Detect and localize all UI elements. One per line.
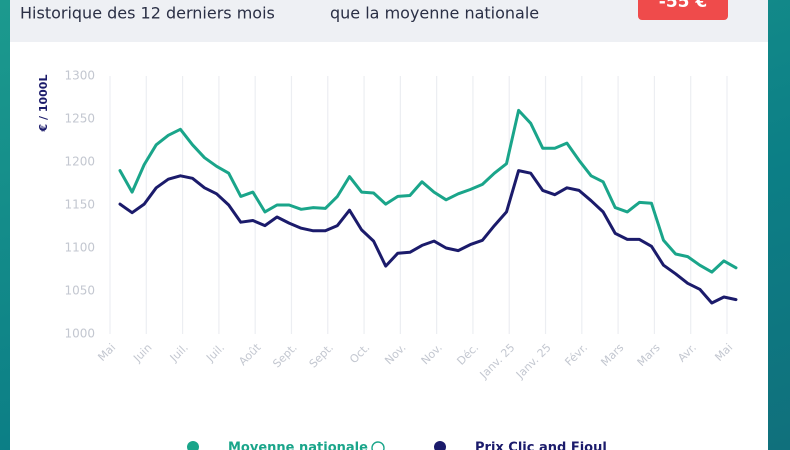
- series-line: [118, 108, 738, 274]
- info-icon[interactable]: [371, 441, 385, 450]
- legend-marker: [434, 441, 446, 450]
- legend: Moyenne nationale Prix Clic and Fioul: [187, 441, 607, 450]
- legend-label: Moyenne nationale: [228, 441, 368, 450]
- badge-text: -55 €: [659, 0, 707, 12]
- y-tick-label: 1250: [64, 112, 95, 126]
- subtitle: Historique des 12 derniers mois: [20, 4, 275, 23]
- badge: [638, 0, 728, 20]
- y-tick-label: 1000: [64, 327, 95, 341]
- y-tick-label: 1100: [64, 241, 95, 255]
- y-tick-label: 1050: [64, 284, 95, 298]
- y-tick-label: 1200: [64, 155, 95, 169]
- y-tick-label: 1150: [64, 198, 95, 212]
- series-line: [118, 169, 738, 305]
- comparison-text: que la moyenne nationale: [330, 4, 539, 23]
- card: [10, 0, 768, 450]
- y-axis-label: € / 1000L: [37, 75, 50, 133]
- y-tick-label: 1300: [64, 69, 95, 83]
- legend-label: Prix Clic and Fioul: [475, 441, 607, 450]
- legend-marker: [187, 441, 199, 450]
